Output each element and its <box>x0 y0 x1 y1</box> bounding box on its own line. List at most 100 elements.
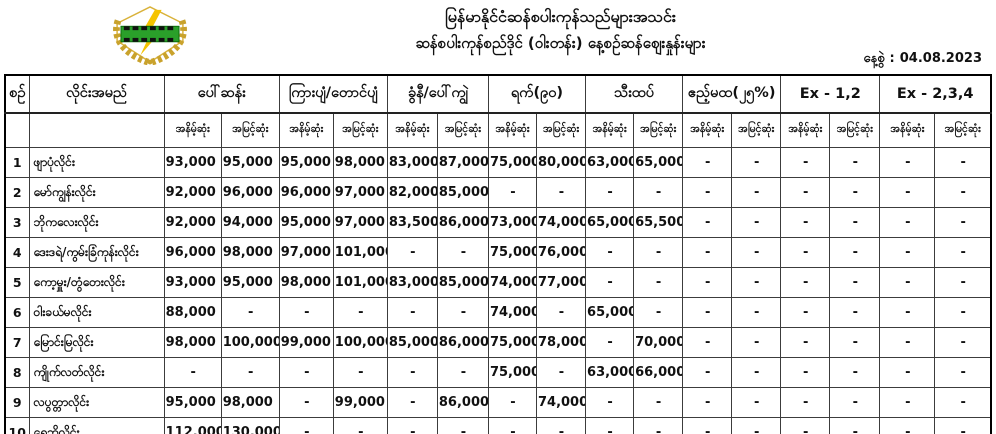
price-cell: - <box>934 147 992 178</box>
price-cell: - <box>585 267 635 298</box>
price-cell: 99,000 <box>278 327 334 358</box>
sub-header-empty <box>4 112 30 148</box>
date-separator: : <box>889 51 895 66</box>
line-name: ကျိုက်လတ်လိုင်း <box>28 357 165 388</box>
price-cell: 87,000 <box>436 147 489 178</box>
price-cell: 86,000 <box>436 207 489 238</box>
price-cell: - <box>934 237 992 268</box>
line-name: လပွတ္တာလိုင်း <box>28 387 165 418</box>
price-cell: - <box>879 177 936 208</box>
price-cell: - <box>934 267 992 298</box>
table-row: 9 လပွတ္တာလိုင်း 95,000 98,000-99,000-86,000… <box>4 387 992 418</box>
price-cell: 74,000 <box>535 387 587 418</box>
row-number: 1 <box>4 147 30 178</box>
price-cell: - <box>934 207 992 238</box>
price-cell: 85,000 <box>386 327 438 358</box>
price-cell: - <box>682 387 733 418</box>
sub-header-lowest: အနိမ့်ဆုံး <box>386 112 438 148</box>
sub-header-lowest: အနိမ့်ဆုံး <box>585 112 635 148</box>
price-cell: - <box>879 267 936 298</box>
price-cell: - <box>879 357 936 388</box>
price-cell: - <box>633 297 684 328</box>
price-cell: - <box>731 207 782 238</box>
price-cell: - <box>585 417 635 434</box>
price-cell: - <box>731 327 782 358</box>
price-cell: - <box>731 417 782 434</box>
price-cell: - <box>829 177 881 208</box>
col-header-kyarpyan-taungpyan: ကြားပျံ/တောင်ပျံ <box>278 74 388 114</box>
price-table: စဥ် လိုင်းအမည် ပေါ်ဆန်း ကြားပျံ/တောင်ပျံ… <box>4 74 992 434</box>
price-cell: - <box>682 327 733 358</box>
price-cell: - <box>682 147 733 178</box>
price-cell: - <box>879 297 936 328</box>
price-cell: - <box>386 357 438 388</box>
sub-header-lowest: အနိမ့်ဆုံး <box>682 112 733 148</box>
col-header-no: စဥ် <box>4 74 30 114</box>
price-cell: - <box>829 237 881 268</box>
price-cell: - <box>731 147 782 178</box>
sub-header-empty <box>28 112 165 148</box>
price-cell: 97,000 <box>332 177 388 208</box>
sub-header-lowest: အနိမ့်ဆုံး <box>487 112 537 148</box>
price-cell: - <box>934 297 992 328</box>
price-cell: - <box>829 387 881 418</box>
price-cell: - <box>879 327 936 358</box>
price-cell: - <box>879 387 936 418</box>
date-label: နေ့စွဲ <box>863 51 885 66</box>
row-number: 7 <box>4 327 30 358</box>
price-cell: - <box>780 387 831 418</box>
report-title: ဆန်စပါးကုန်စည်ဒိုင် (ဝါးတန်း) နေ့စဉ်ဆန်ဈ… <box>415 34 706 53</box>
price-cell: - <box>386 417 438 434</box>
col-header-khunni-pawkywe: ခွံနီ/ပေါ်ကျွဲ <box>386 74 489 114</box>
price-cell: 96,000 <box>278 177 334 208</box>
col-header-yet90: ရက်(၉၀) <box>487 74 587 114</box>
price-cell: - <box>535 297 587 328</box>
col-header-ex12: Ex - 1,2 <box>780 74 881 114</box>
table-row: 8 ကျိုက်လတ်လိုင်း - - - - - -75,000-63,000 66,00… <box>4 357 992 388</box>
price-cell: - <box>780 327 831 358</box>
price-cell: - <box>278 357 334 388</box>
price-cell: - <box>934 357 992 388</box>
sub-header-highest: အမြင့်ဆုံး <box>633 112 684 148</box>
price-cell: - <box>487 417 537 434</box>
price-cell: - <box>780 177 831 208</box>
price-cell: - <box>633 267 684 298</box>
price-cell: 66,000 <box>633 357 684 388</box>
row-number: 9 <box>4 387 30 418</box>
price-cell: - <box>436 297 489 328</box>
price-cell: - <box>731 237 782 268</box>
price-cell: 83,500 <box>386 207 438 238</box>
price-cell: 100,000 <box>220 327 280 358</box>
price-cell: 97,000 <box>278 237 334 268</box>
price-cell: - <box>780 237 831 268</box>
table-row: 2 မော်ကျွန်းလိုင်း 92,000 96,000 96,000 97,00… <box>4 177 992 208</box>
sub-header-lowest: အနိမ့်ဆုံး <box>163 112 222 148</box>
sub-header-highest: အမြင့်ဆုံး <box>332 112 388 148</box>
price-cell: 78,000 <box>535 327 587 358</box>
price-cell: - <box>332 357 388 388</box>
sub-header-highest: အမြင့်ဆုံး <box>220 112 280 148</box>
price-cell: 75,000 <box>487 237 537 268</box>
price-cell: - <box>332 297 388 328</box>
price-cell: 93,000 <box>163 147 222 178</box>
price-cell: 63,000 <box>585 357 635 388</box>
price-cell: - <box>682 267 733 298</box>
sub-header-row: အနိမ့်ဆုံး အမြင့်ဆုံး အနိမ့်ဆုံး အမြင့်ဆ… <box>4 112 992 148</box>
col-header-ex234: Ex - 2,3,4 <box>879 74 992 114</box>
price-cell: 65,000 <box>585 297 635 328</box>
price-cell: - <box>633 177 684 208</box>
table-row: 7 မြောင်းမြလိုင်း 98,000 100,000 99,000 100,0… <box>4 327 992 358</box>
price-cell: 65,000 <box>633 147 684 178</box>
sub-header-highest: အမြင့်ဆုံး <box>436 112 489 148</box>
sub-header-lowest: အနိမ့်ဆုံး <box>780 112 831 148</box>
sub-header-highest: အမြင့်ဆုံး <box>731 112 782 148</box>
price-cell: 97,000 <box>332 207 388 238</box>
line-name: မော်ကျွန်းလိုင်း <box>28 177 165 208</box>
org-title: မြန်မာနိုင်ငံဆန်စပါးကုန်သည်များအသင်း <box>445 7 676 26</box>
price-cell: - <box>633 417 684 434</box>
line-name: ဖျာပုံလိုင်း <box>28 147 165 178</box>
price-cell: 130,000 <box>220 417 280 434</box>
col-header-theehtat: သီးထပ် <box>585 74 684 114</box>
table-row: 3 ဘိုကလေးလိုင်း 92,000 94,000 95,000 97,000 83… <box>4 207 992 238</box>
